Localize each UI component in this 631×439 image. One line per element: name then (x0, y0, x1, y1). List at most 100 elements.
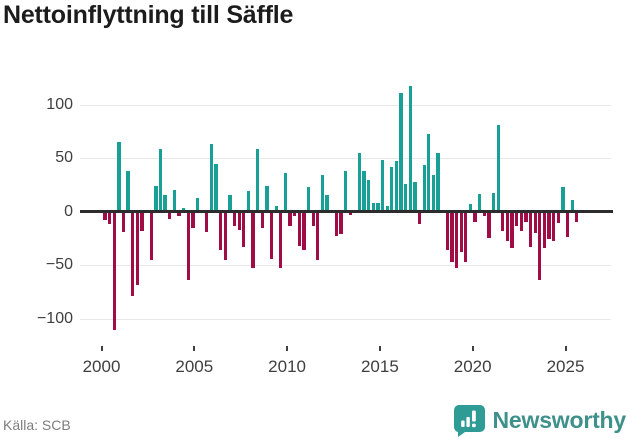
gridline-y--100 (80, 318, 611, 320)
bar (274, 206, 278, 212)
bar (473, 211, 477, 223)
bar (556, 211, 560, 224)
bar (228, 195, 232, 212)
bar (149, 211, 153, 260)
bar (232, 211, 237, 227)
bar (107, 211, 112, 225)
x-axis-tick (286, 346, 289, 351)
bar (269, 211, 274, 259)
gridline-y-100 (80, 104, 611, 106)
bar (191, 211, 195, 228)
bar (445, 211, 449, 251)
bar (237, 211, 241, 230)
bar (297, 211, 301, 246)
bar (390, 166, 394, 212)
y-axis-label: 0 (64, 202, 73, 220)
bar (103, 211, 107, 221)
bar (219, 211, 223, 251)
bar (454, 211, 459, 269)
bar (265, 185, 269, 212)
x-axis-label: 2000 (82, 357, 121, 376)
bar (459, 211, 463, 253)
x-axis-label: 2020 (453, 357, 492, 376)
bar (181, 208, 186, 212)
bar (112, 211, 116, 331)
bar (334, 211, 338, 237)
bar (515, 211, 519, 227)
chart-title: Nettoinflyttning till Säffle (3, 1, 294, 29)
bar (542, 211, 547, 248)
bar (533, 211, 537, 233)
bar (223, 211, 227, 260)
bar (482, 211, 486, 216)
y-axis-label: −100 (36, 309, 73, 327)
bar (288, 211, 292, 227)
bar (186, 211, 190, 280)
bar (436, 152, 440, 212)
bar (251, 211, 255, 269)
bar (570, 199, 574, 212)
y-axis-label: 100 (46, 95, 73, 113)
gridline-y--50 (80, 265, 611, 266)
newsworthy-wordmark: Newsworthy (492, 406, 627, 433)
bar (306, 186, 311, 212)
bar (385, 206, 389, 212)
bar (163, 195, 167, 212)
bar (408, 86, 412, 212)
x-axis-tick (471, 346, 474, 351)
bar (357, 152, 362, 212)
bar (431, 175, 436, 212)
bar (561, 186, 565, 212)
bar (246, 191, 251, 212)
bar (371, 202, 375, 212)
bar (538, 211, 542, 280)
bar (575, 211, 579, 223)
bar (394, 161, 399, 212)
x-axis-label: 2005 (175, 357, 214, 376)
bar (450, 211, 454, 262)
zero-axis-line (80, 210, 613, 213)
bar (293, 211, 297, 216)
bar (547, 211, 551, 240)
bar (256, 149, 260, 212)
bar (316, 211, 320, 260)
bar (311, 211, 315, 227)
bar (339, 211, 343, 234)
bar (552, 211, 556, 242)
bar (158, 149, 163, 212)
bar (214, 164, 218, 212)
bar (205, 211, 209, 232)
bar (325, 195, 329, 212)
bar (496, 124, 500, 212)
newsworthy-icon (451, 403, 486, 437)
bar (140, 211, 144, 231)
bar (168, 211, 172, 219)
bar (283, 172, 288, 212)
bar (343, 170, 348, 212)
bar (501, 211, 505, 231)
bar (510, 211, 514, 248)
bar (121, 211, 126, 232)
bar (117, 141, 121, 212)
bar (376, 202, 380, 212)
bar (320, 175, 325, 212)
bar (399, 92, 403, 212)
bar (242, 211, 246, 247)
y-axis-label: −50 (45, 256, 73, 273)
bar (422, 165, 426, 212)
bar (154, 185, 158, 212)
bar (177, 211, 181, 216)
bar (478, 194, 482, 212)
bar (505, 211, 510, 242)
bar (528, 211, 533, 247)
bar (172, 190, 177, 212)
source-note: Källa: SCB (3, 417, 71, 433)
bar (362, 170, 366, 212)
bar (131, 211, 135, 297)
x-axis-tick (378, 346, 381, 351)
bar (487, 211, 491, 239)
x-axis-label: 2025 (546, 357, 585, 376)
x-axis-label: 2015 (360, 357, 399, 376)
gridline-y-50 (80, 158, 611, 159)
